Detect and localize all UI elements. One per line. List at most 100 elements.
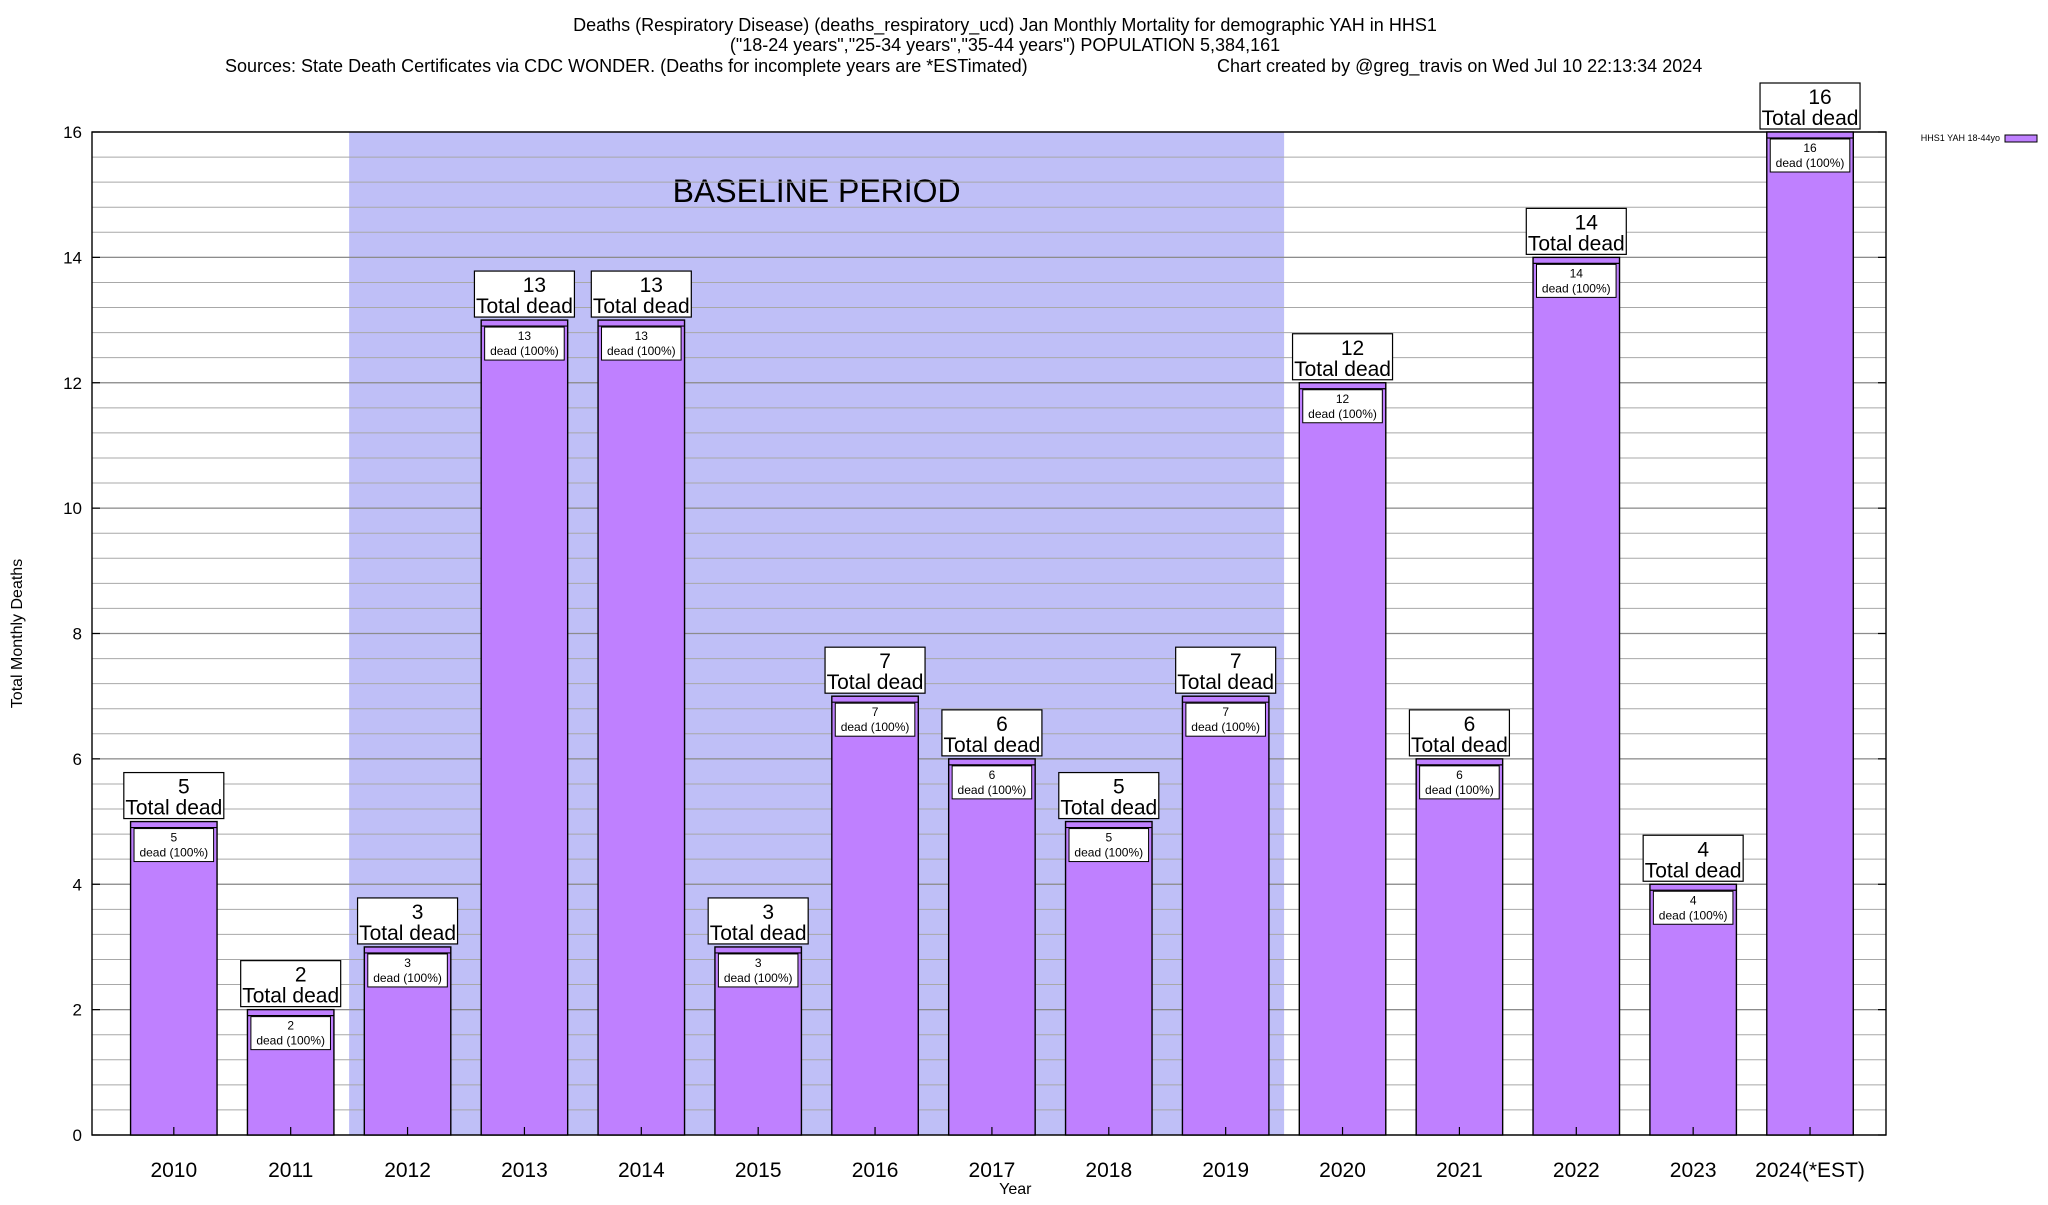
bar-total-label-box — [1408, 709, 1511, 757]
bar-total-text-label: Total dead — [593, 295, 690, 318]
y-tick-label: 6 — [73, 750, 82, 769]
bar-inner-value-label: 2 — [287, 1019, 294, 1033]
x-tick-label: 2011 — [268, 1159, 313, 1182]
bar-total-value-label: 13 — [523, 274, 546, 297]
bar-inner-value-label: 6 — [989, 768, 996, 782]
y-tick-label: 4 — [73, 875, 82, 894]
x-tick-label: 2021 — [1436, 1159, 1483, 1182]
bar-total-text-label: Total dead — [359, 922, 456, 945]
bar-total-label-box — [941, 709, 1043, 757]
bar-total-text-label: Total dead — [827, 671, 924, 694]
bar-inner-percent-label: dead (100%) — [958, 783, 1027, 797]
bar-inner-percent-label: dead (100%) — [1074, 846, 1143, 860]
bar-inner-value-label: 13 — [635, 329, 649, 343]
bar-inner-percent-label: dead (100%) — [724, 971, 793, 985]
bar-total-value-label: 16 — [1808, 86, 1831, 109]
y-tick-label: 8 — [73, 625, 82, 644]
bar-total-value-label: 6 — [996, 713, 1008, 736]
bar-total-label-box — [824, 646, 926, 694]
bar-total-value-label: 5 — [1113, 776, 1125, 799]
y-tick-label: 10 — [63, 499, 82, 518]
y-tick-label: 14 — [63, 248, 82, 267]
bar-total-label-box — [1759, 82, 1861, 130]
bar-total-label-box — [1642, 834, 1744, 882]
bar — [1415, 758, 1504, 1136]
bar-total-value-label: 2 — [295, 964, 307, 987]
bar-inner-label-box — [133, 828, 215, 863]
bar-inner-label-box — [1536, 263, 1617, 298]
bar-total-text-label: Total dead — [242, 985, 339, 1008]
bar-inner-percent-label: dead (100%) — [139, 846, 208, 860]
bar-inner-percent-label: dead (100%) — [1308, 407, 1377, 421]
bar-total-label-box — [1525, 207, 1627, 255]
bar-total-value-label: 14 — [1575, 211, 1599, 234]
bar-total-value-label: 3 — [762, 901, 774, 924]
bar-total-value-label: 4 — [1697, 838, 1709, 861]
x-tick-label: 2023 — [1670, 1159, 1717, 1182]
x-tick-label: 2022 — [1553, 1159, 1600, 1182]
bar-inner-label-box — [484, 326, 565, 361]
bar-inner-value-label: 3 — [755, 956, 762, 970]
x-tick-label: 2015 — [735, 1159, 782, 1182]
y-tick-label: 12 — [63, 374, 82, 393]
bar-inner-value-label: 7 — [872, 705, 879, 719]
bar-inner-label-box — [717, 953, 799, 988]
bar-inner-percent-label: dead (100%) — [1776, 156, 1845, 170]
bar — [1064, 820, 1153, 1136]
bar-total-value-label: 7 — [879, 650, 891, 673]
legend-swatch — [2004, 134, 2038, 143]
bar — [947, 758, 1036, 1136]
bar-inner-percent-label: dead (100%) — [1659, 908, 1728, 922]
bar-total-label-box — [240, 960, 342, 1008]
baseline-period-label: BASELINE PERIOD — [673, 173, 961, 209]
bar-inner-label-box — [1185, 702, 1266, 737]
bar — [1298, 382, 1387, 1136]
x-tick-label: 2020 — [1319, 1159, 1366, 1182]
bar-inner-percent-label: dead (100%) — [256, 1034, 325, 1048]
bar-total-text-label: Total dead — [1528, 232, 1625, 255]
bar-inner-label-box — [1769, 138, 1851, 173]
bar-inner-percent-label: dead (100%) — [373, 971, 442, 985]
bar-inner-value-label: 3 — [404, 956, 411, 970]
x-tick-label: 2024(*EST) — [1755, 1159, 1865, 1182]
bar-inner-percent-label: dead (100%) — [490, 344, 559, 358]
bar — [1532, 256, 1621, 1136]
bar-total-text-label: Total dead — [943, 734, 1040, 757]
bar-inner-label-box — [1652, 890, 1734, 925]
bar-inner-value-label: 13 — [518, 329, 532, 343]
y-tick-label: 2 — [73, 1001, 82, 1020]
bar-total-value-label: 3 — [412, 901, 424, 924]
bar-inner-value-label: 5 — [170, 831, 177, 845]
bar-inner-label-box — [250, 1016, 331, 1051]
bar-total-value-label: 13 — [640, 274, 663, 297]
bar-inner-label-box — [601, 326, 682, 361]
bar — [597, 319, 686, 1136]
bar-inner-value-label: 12 — [1336, 392, 1350, 406]
bar-total-label-box — [590, 270, 692, 318]
bar-inner-percent-label: dead (100%) — [841, 720, 910, 734]
bar — [831, 695, 919, 1136]
bar-total-label-box — [1058, 771, 1160, 820]
x-tick-label: 2017 — [969, 1159, 1016, 1182]
chart-title-line-1: Deaths (Respiratory Disease) (deaths_res… — [573, 15, 1437, 36]
bar-inner-label-box — [834, 702, 916, 737]
bar-total-label-box — [356, 897, 459, 945]
bar-total-label-box — [707, 897, 809, 945]
bar-total-text-label: Total dead — [710, 922, 807, 945]
x-tick-label: 2013 — [501, 1159, 548, 1182]
bar-inner-percent-label: dead (100%) — [1191, 720, 1260, 734]
bar — [1181, 695, 1270, 1136]
bar-total-text-label: Total dead — [476, 295, 573, 318]
legend-entry-label: HHS1 YAH 18-44yo — [1921, 133, 2000, 143]
bar-total-text-label: Total dead — [1177, 671, 1274, 694]
bar-inner-label-box — [367, 953, 448, 988]
bar-inner-label-box — [1068, 828, 1150, 863]
bar-total-value-label: 7 — [1230, 650, 1242, 673]
bar-inner-percent-label: dead (100%) — [607, 344, 676, 358]
x-tick-label: 2012 — [384, 1159, 431, 1182]
bar-inner-label-box — [951, 765, 1033, 800]
chart-title-line-2: ("18-24 years","25-34 years","35-44 year… — [730, 35, 1280, 55]
x-tick-label: 2010 — [150, 1159, 197, 1182]
bar-inner-value-label: 5 — [1105, 831, 1112, 845]
